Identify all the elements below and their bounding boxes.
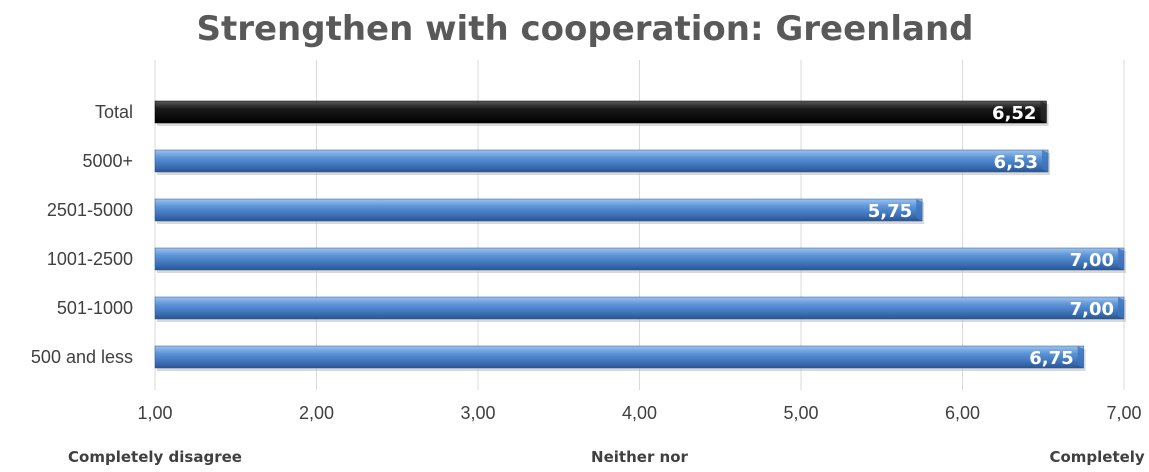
x-tick-label: 3,00 [460, 403, 495, 423]
bar-end-bevel [916, 199, 923, 221]
bar [154, 345, 1084, 369]
x-tick-label: 4,00 [622, 403, 657, 423]
x-tick-label: 1,00 [137, 403, 172, 423]
data-label: 6,75 [1029, 348, 1073, 369]
bar-end-bevel [1118, 297, 1124, 319]
bar [154, 198, 923, 222]
category-label: Total [95, 102, 133, 122]
bar-end-bevel [1118, 248, 1124, 270]
bar [154, 296, 1125, 320]
x-tick-label: 6,00 [945, 403, 980, 423]
x-tick-label: 7,00 [1106, 403, 1141, 423]
category-label: 1001-2500 [47, 249, 133, 269]
bar-end-bevel [1042, 150, 1049, 172]
bar [154, 247, 1125, 271]
scale-anchor-label: Completely disagree [68, 448, 242, 466]
data-label: 7,00 [1070, 299, 1114, 320]
x-axis-tick-labels: 1,00 2,00 3,00 4,00 5,00 6,00 7,00 [137, 403, 1141, 423]
category-label: 2501-5000 [47, 200, 133, 220]
x-tick-label: 2,00 [299, 403, 334, 423]
data-label: 6,53 [994, 152, 1038, 173]
bar-end-bevel [1040, 101, 1047, 123]
bar-end-bevel [1077, 346, 1084, 368]
bar [154, 149, 1049, 173]
data-label: 7,00 [1070, 250, 1114, 271]
scale-anchor-label: Completely agree [1049, 448, 1149, 466]
scale-anchor-label: Neither nor [591, 448, 688, 466]
bars: 6,52 6,53 5,75 7,00 7,00 6,75 [154, 100, 1126, 371]
data-label: 6,52 [992, 103, 1036, 124]
category-label: 500 and less [31, 347, 133, 367]
category-labels: Total 5000+ 2501-5000 1001-2500 501-1000 500 … [31, 102, 133, 367]
data-label: 5,75 [868, 201, 912, 222]
category-label: 501-1000 [57, 298, 133, 318]
category-label: 5000+ [82, 151, 133, 171]
bar-total [154, 100, 1047, 124]
chart-title: Strengthen with cooperation: Greenland [196, 9, 973, 49]
x-tick-label: 5,00 [783, 403, 818, 423]
scale-anchor-labels: Completely disagree Neither nor Completely… [68, 448, 1149, 466]
